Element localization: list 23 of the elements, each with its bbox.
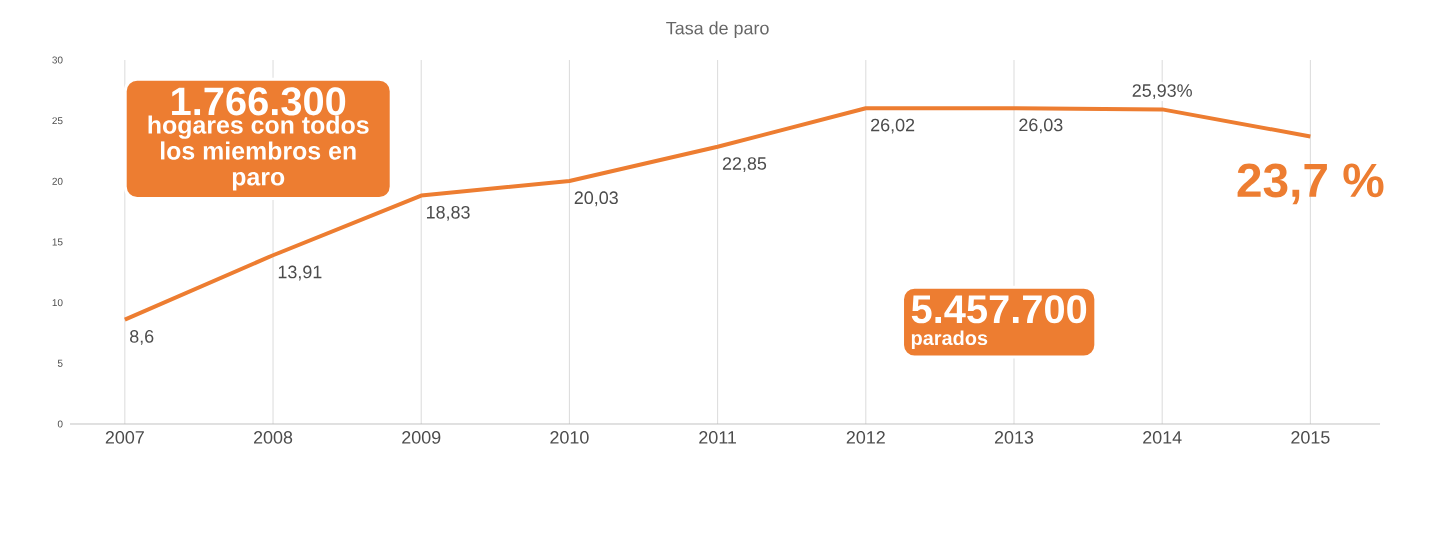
chart-title: Tasa de paro (666, 21, 769, 39)
x-tick-label: 2014 (1143, 431, 1182, 444)
annotation: parados (911, 330, 988, 350)
x-tick-label: 2009 (402, 431, 441, 444)
text: 13,91 (278, 265, 322, 281)
text: 20,03 (574, 191, 618, 207)
x-tick-label: 2007 (105, 431, 144, 444)
annotation: hogares con todos los miembros en paro (148, 115, 369, 191)
x-tick-label: 2010 (550, 431, 589, 444)
text: 25,93% (1132, 84, 1192, 99)
text: 26,03 (1019, 118, 1063, 134)
text: 22,85 (722, 157, 767, 172)
x-tick-label: 2015 (1291, 431, 1330, 444)
x-tick-label: 2013 (994, 431, 1034, 444)
text: 18,83 (426, 205, 470, 221)
annotation: 1.766.300 (172, 87, 346, 116)
x-tick-label: 2008 (253, 431, 293, 444)
x-tick-label: 2011 (699, 431, 737, 444)
text: 26,02 (871, 118, 915, 134)
x-tick-label: 2012 (846, 431, 885, 444)
text: 23,7 % (1237, 163, 1384, 205)
annotation: 5.457.700 (911, 295, 1087, 324)
text: 8,6 (130, 330, 154, 345)
